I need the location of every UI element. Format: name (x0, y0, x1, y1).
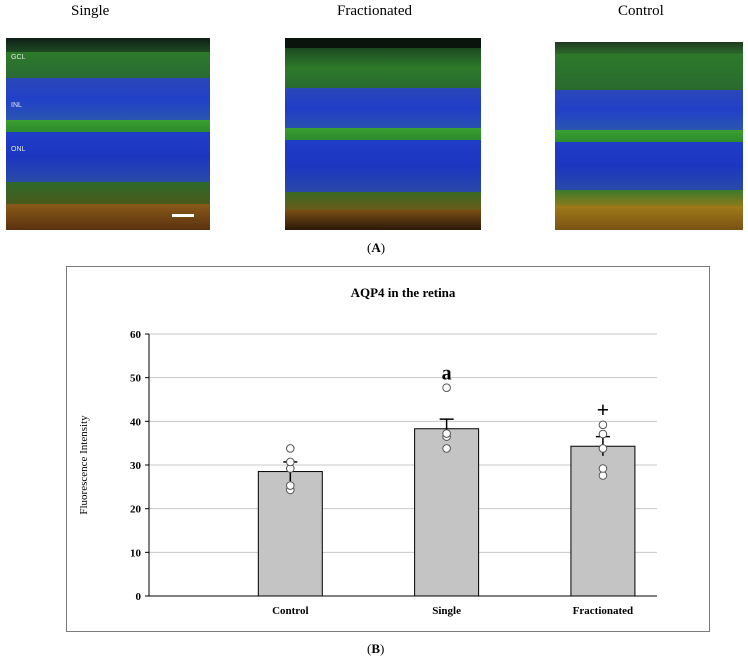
data-point (598, 444, 608, 453)
significance-marker: a (442, 363, 452, 385)
y-tick-label: 60 (130, 329, 142, 341)
panel-letter-a: (A) (367, 240, 386, 255)
y-tick-label: 30 (130, 460, 142, 472)
y-tick-label: 20 (130, 504, 142, 516)
layer-label-gcl: GCL (11, 54, 26, 61)
y-axis-label: Fluorescence Intensity (78, 415, 90, 515)
chart-title: AQP4 in the retina (351, 285, 456, 300)
panel-title-single: Single (71, 3, 110, 19)
x-tick-label: Fractionated (573, 605, 633, 617)
y-tick-label: 10 (130, 547, 142, 559)
data-point (286, 457, 295, 467)
data-point (598, 420, 608, 430)
panel-title-fractionated: Fractionated (337, 3, 412, 19)
x-tick-label: Single (432, 605, 461, 617)
data-point (598, 429, 608, 439)
data-point (442, 383, 451, 393)
data-point (286, 481, 295, 490)
scale-bar (172, 214, 194, 217)
significance-marker: + (597, 397, 610, 422)
data-point (598, 464, 608, 473)
data-point (442, 429, 451, 438)
layer-label-inl: INL (11, 102, 22, 109)
layer-label-onl: ONL (11, 146, 26, 153)
y-tick-label: 40 (130, 416, 142, 428)
panel-letter-b: (B) (367, 641, 385, 656)
retina-micrograph-control (555, 42, 743, 230)
data-point (598, 471, 608, 480)
aqp4-bar-chart: AQP4 in the retina 0 10 20 30 40 50 60 Fluoresce… (78, 285, 657, 617)
retina-micrograph-fractionated (285, 38, 481, 230)
x-tick-label: Control (272, 605, 308, 617)
y-tick-label: 50 (130, 373, 142, 385)
retina-micrograph-single: GCL INL ONL (6, 38, 210, 230)
data-point (442, 444, 451, 453)
chart-frame: AQP4 in the retina 0 10 20 30 40 50 60 Fluoresce… (66, 266, 710, 632)
data-point (286, 444, 295, 453)
panel-title-control: Control (618, 3, 664, 19)
y-tick-label: 0 (136, 591, 142, 603)
bar-single (414, 428, 480, 597)
